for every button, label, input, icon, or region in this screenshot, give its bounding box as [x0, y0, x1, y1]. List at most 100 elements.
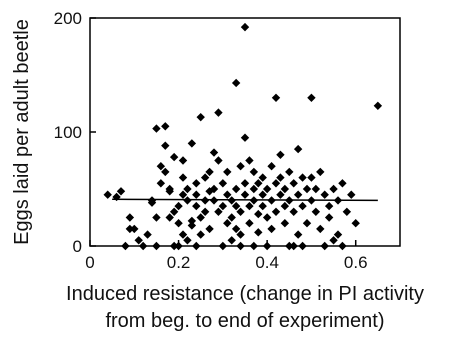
- data-point: [311, 207, 321, 216]
- data-point: [196, 213, 205, 222]
- data-point: [103, 190, 112, 199]
- data-point: [218, 179, 228, 188]
- data-point: [178, 230, 188, 239]
- data-point: [240, 133, 250, 142]
- data-point: [333, 230, 343, 239]
- data-point: [298, 173, 307, 182]
- data-point: [192, 201, 201, 211]
- data-point: [245, 219, 254, 228]
- data-point: [254, 209, 263, 219]
- data-point: [258, 201, 267, 211]
- y-axis-label: Eggs laid per adult beetle: [11, 19, 33, 245]
- data-point: [285, 167, 294, 177]
- data-point: [183, 196, 192, 205]
- data-point: [187, 221, 197, 230]
- data-point: [125, 213, 135, 222]
- data-point: [214, 207, 223, 216]
- data-point: [231, 78, 241, 88]
- data-point: [214, 108, 223, 117]
- data-point: [200, 173, 210, 182]
- data-point: [227, 236, 236, 245]
- data-point: [169, 241, 179, 251]
- data-point: [183, 184, 192, 194]
- y-tick-label: 0: [73, 237, 82, 256]
- data-point: [258, 173, 267, 182]
- fit-line-group: [112, 198, 378, 202]
- data-point: [192, 241, 201, 251]
- data-point: [236, 241, 245, 251]
- data-point: [311, 184, 321, 194]
- data-point: [152, 213, 161, 222]
- data-point: [289, 179, 298, 188]
- data-point: [289, 241, 298, 251]
- data-point: [329, 184, 338, 194]
- data-point: [293, 230, 303, 239]
- data-point: [298, 201, 307, 211]
- data-point: [223, 219, 232, 228]
- data-point: [276, 150, 285, 159]
- data-point: [205, 224, 214, 234]
- data-point: [130, 224, 139, 234]
- data-point: [271, 179, 281, 188]
- data-point: [231, 224, 241, 234]
- data-point: [302, 184, 312, 194]
- data-point: [329, 236, 338, 245]
- data-point: [196, 230, 205, 239]
- y-tick-label: 200: [54, 9, 82, 28]
- data-point: [267, 224, 276, 234]
- data-point: [342, 207, 352, 216]
- data-point: [236, 230, 245, 239]
- x-tick-label: 0.2: [167, 253, 191, 272]
- data-point: [320, 190, 329, 199]
- data-point: [351, 219, 360, 228]
- data-point: [262, 241, 272, 251]
- data-point: [152, 241, 161, 251]
- data-point: [293, 190, 303, 199]
- data-point: [316, 167, 325, 177]
- data-point: [338, 241, 347, 251]
- data-point: [223, 190, 232, 199]
- data-point: [262, 213, 272, 222]
- data-point: [307, 173, 316, 182]
- data-point: [254, 179, 263, 188]
- data-point: [271, 93, 281, 102]
- data-point: [316, 224, 325, 234]
- data-point: [324, 201, 334, 211]
- data-point: [152, 124, 161, 133]
- data-point: [169, 207, 179, 216]
- data-point: [280, 201, 290, 211]
- data-point: [196, 112, 205, 122]
- data-point: [324, 213, 334, 222]
- data-point: [271, 207, 281, 216]
- data-point: [147, 196, 157, 205]
- data-point: [156, 162, 166, 171]
- data-point: [249, 241, 259, 251]
- data-point: [227, 213, 236, 222]
- data-point: [267, 162, 276, 171]
- data-point: [209, 184, 219, 194]
- data-point: [174, 219, 183, 228]
- data-point: [121, 241, 130, 251]
- data-point: [183, 236, 192, 245]
- data-point: [165, 213, 174, 222]
- data-point: [205, 167, 214, 177]
- data-point: [143, 230, 152, 239]
- data-point: [161, 167, 170, 177]
- data-point: [161, 122, 170, 131]
- data-point: [262, 184, 272, 194]
- data-point: [116, 187, 126, 196]
- x-tick-label: 0.4: [255, 253, 279, 272]
- data-point: [187, 139, 197, 148]
- data-point: [218, 201, 228, 211]
- data-point: [240, 179, 250, 188]
- data-point: [347, 190, 356, 199]
- data-point: [276, 173, 285, 182]
- data-point: [174, 241, 183, 251]
- data-point: [289, 207, 298, 216]
- data-point: [125, 224, 135, 234]
- y-axis-ticks: 0 100 200: [54, 9, 96, 256]
- data-point: [236, 162, 245, 171]
- data-point: [165, 184, 174, 194]
- data-point: [169, 152, 179, 162]
